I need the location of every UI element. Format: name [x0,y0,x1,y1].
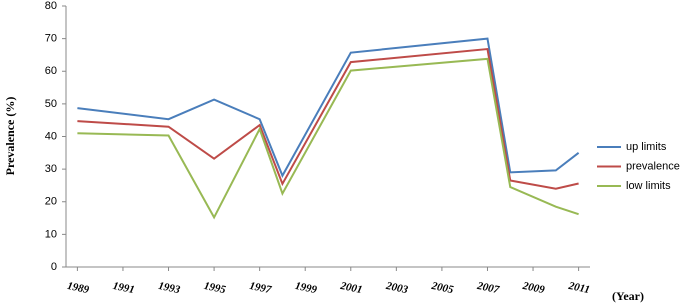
x-tick-label: 2009 [521,280,546,297]
y-tick-label: 10 [45,228,57,240]
y-axis-label: Prevalence (%) [3,97,17,176]
y-tick-label: 40 [45,130,57,142]
x-tick-label: 1999 [294,280,319,296]
y-tick-label: 0 [51,261,57,273]
legend-label: prevalence [626,160,680,172]
series-line [77,47,579,190]
x-tick-label: 2003 [384,280,409,297]
x-axis-label: (Year) [612,289,644,303]
series-line [77,37,580,178]
x-tick-label: 2011 [567,280,591,296]
y-tick-label: 20 [45,196,57,208]
x-tick-label: 1989 [66,280,91,296]
series-line [77,57,579,220]
legend-label: low limits [626,180,671,192]
x-tick-label: 1997 [248,280,273,296]
legend-label: up limits [626,141,667,153]
y-tick-label: 30 [45,163,57,175]
x-tick-label: 2005 [430,280,455,297]
y-tick-label: 60 [45,65,57,77]
y-tick-label: 70 [45,33,57,45]
x-tick-label: 1993 [157,280,182,296]
x-tick-label: 1995 [203,280,228,296]
y-tick-label: 80 [45,0,57,12]
y-tick-label: 50 [45,98,57,110]
x-tick-label: 2001 [338,280,363,297]
x-tick-label: 2007 [475,280,500,297]
x-tick-label: 1991 [112,280,136,296]
